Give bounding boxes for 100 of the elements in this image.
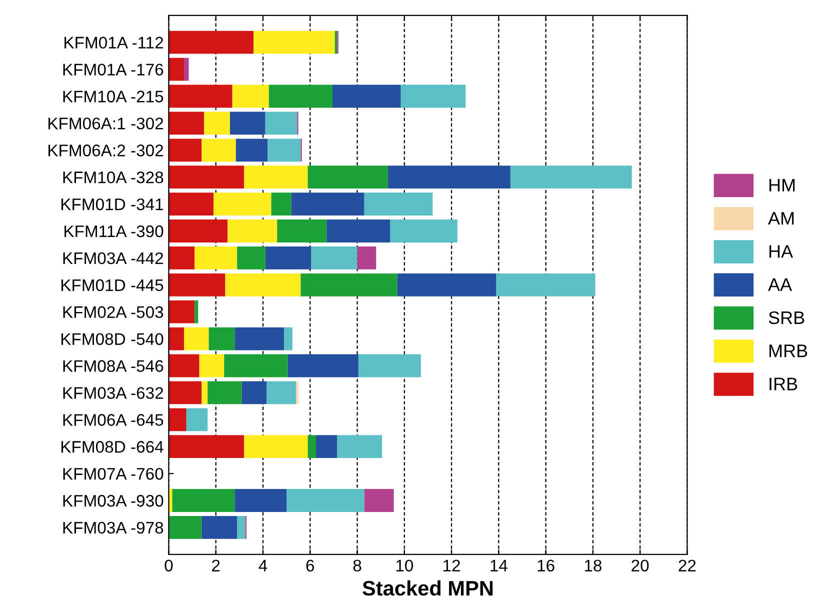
bar bbox=[168, 300, 195, 324]
bar bbox=[296, 381, 298, 404]
y-tick-label: KFM03A -442 bbox=[63, 252, 164, 264]
y-tick-label: KFM08D -540 bbox=[61, 333, 164, 346]
x-tick-label: 0 bbox=[164, 560, 173, 572]
x-tick-label: 16 bbox=[538, 560, 554, 572]
bar bbox=[337, 435, 382, 458]
y-tick-label: KFM01A -176 bbox=[63, 64, 164, 76]
bar bbox=[208, 381, 242, 404]
legend-label: HM bbox=[769, 178, 795, 192]
bar bbox=[202, 516, 238, 539]
bar bbox=[265, 112, 298, 135]
bar bbox=[225, 273, 301, 296]
bar bbox=[224, 354, 288, 378]
x-axis-title: Stacked MPN bbox=[362, 580, 493, 596]
x-tick-label: 8 bbox=[353, 560, 362, 572]
bar bbox=[244, 166, 308, 189]
bar bbox=[268, 84, 333, 108]
bar bbox=[332, 84, 401, 108]
x-tick-label: 10 bbox=[396, 560, 414, 572]
bar bbox=[237, 246, 266, 270]
x-tick-label: 20 bbox=[632, 560, 649, 572]
bar bbox=[265, 246, 312, 270]
bar bbox=[202, 381, 208, 404]
bar bbox=[168, 516, 202, 539]
x-tick-label: 22 bbox=[678, 560, 696, 572]
legend-label: SRB bbox=[768, 311, 804, 324]
y-tick-label: KFM08D -664 bbox=[61, 441, 164, 453]
bar bbox=[308, 166, 388, 189]
bar bbox=[232, 84, 269, 108]
bar bbox=[234, 327, 284, 350]
bar bbox=[199, 354, 224, 378]
y-tick-label: KFM06A:2 -302 bbox=[48, 144, 164, 156]
y-tick-label: KFM01D -445 bbox=[61, 279, 164, 292]
y-tick-label: KFM01A -112 bbox=[64, 36, 164, 49]
y-tick-label: KFM03A -930 bbox=[63, 494, 164, 507]
bar bbox=[388, 166, 510, 189]
bar bbox=[357, 246, 376, 270]
bar bbox=[168, 327, 184, 350]
bar bbox=[168, 435, 244, 458]
bar bbox=[168, 112, 204, 135]
bar bbox=[168, 192, 214, 216]
y-tick-label: KFM08A -546 bbox=[63, 360, 164, 372]
bar bbox=[236, 138, 268, 162]
bar bbox=[168, 138, 202, 162]
bar bbox=[186, 408, 208, 432]
bar bbox=[254, 30, 335, 54]
bar bbox=[271, 192, 292, 216]
bar bbox=[311, 246, 358, 270]
legend-label: AA bbox=[768, 278, 792, 291]
bar bbox=[390, 220, 458, 242]
bar bbox=[268, 138, 301, 162]
bar bbox=[230, 112, 266, 135]
x-tick-label: 6 bbox=[306, 560, 314, 572]
bar bbox=[308, 435, 316, 458]
bar bbox=[242, 381, 267, 404]
bar bbox=[277, 220, 327, 242]
bar bbox=[400, 84, 466, 108]
x-tick-label: 12 bbox=[444, 560, 460, 572]
bar bbox=[168, 246, 195, 270]
bar bbox=[266, 381, 296, 404]
bar bbox=[168, 166, 244, 189]
legend-label: IRB bbox=[770, 378, 798, 390]
y-tick-label: KFM11A -390 bbox=[64, 225, 164, 238]
bar bbox=[168, 273, 226, 296]
bar bbox=[168, 30, 254, 54]
bar bbox=[286, 489, 364, 512]
bar bbox=[202, 138, 236, 162]
bar bbox=[234, 489, 287, 512]
bar bbox=[168, 354, 200, 378]
bar bbox=[184, 58, 189, 81]
y-tick-label: KFM02A -503 bbox=[63, 306, 164, 318]
legend-label: AM bbox=[768, 212, 794, 225]
bar bbox=[364, 192, 433, 216]
bar bbox=[168, 408, 186, 432]
bar bbox=[496, 273, 596, 296]
bar bbox=[510, 166, 632, 189]
bar bbox=[168, 58, 184, 81]
bar bbox=[204, 112, 230, 135]
bar bbox=[194, 300, 198, 324]
x-tick-label: 2 bbox=[212, 560, 220, 572]
bar bbox=[172, 489, 235, 512]
bar bbox=[208, 327, 235, 350]
bar bbox=[326, 220, 390, 242]
bar bbox=[284, 327, 292, 350]
bar bbox=[237, 516, 246, 539]
bar bbox=[168, 84, 232, 108]
y-tick-label: KFM03A -978 bbox=[63, 522, 164, 534]
bar bbox=[397, 273, 496, 296]
legend-label: HA bbox=[769, 245, 794, 258]
x-tick-label: 14 bbox=[490, 560, 508, 572]
bar bbox=[228, 220, 278, 242]
bar bbox=[358, 354, 421, 378]
bar bbox=[300, 273, 398, 296]
bar bbox=[244, 435, 308, 458]
bar bbox=[184, 327, 209, 350]
x-tick-label: 18 bbox=[584, 560, 602, 572]
bar bbox=[194, 246, 238, 270]
y-tick-label: KFM06A:1 -302 bbox=[48, 118, 164, 130]
legend-label: MRB bbox=[769, 344, 808, 358]
